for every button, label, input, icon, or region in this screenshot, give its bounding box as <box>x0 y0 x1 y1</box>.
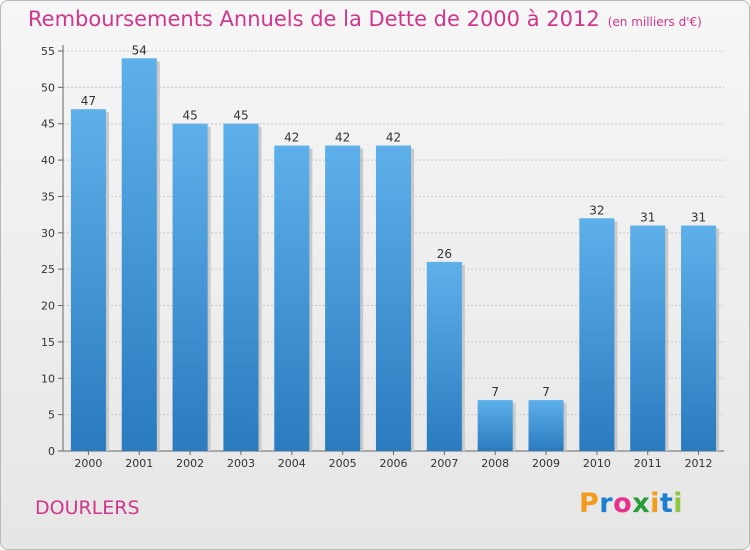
data-label: 42 <box>386 131 401 145</box>
bar <box>172 123 208 452</box>
x-tick-label: 2006 <box>380 457 408 470</box>
y-tick-label: 10 <box>41 372 55 385</box>
logo-letter: i <box>673 488 684 519</box>
y-tick-label: 15 <box>41 336 55 349</box>
x-tick-label: 2011 <box>634 457 662 470</box>
chart-unit: (en milliers d'€) <box>607 15 702 29</box>
commune-name: DOURLERS <box>35 497 140 519</box>
y-tick-label: 25 <box>41 263 55 276</box>
bar <box>121 58 157 451</box>
data-label: 54 <box>132 43 147 57</box>
data-label: 45 <box>182 109 197 123</box>
x-tick-label: 2004 <box>278 457 306 470</box>
x-tick-label: 2001 <box>125 457 153 470</box>
logo-letter: r <box>599 488 614 519</box>
bar <box>477 400 513 451</box>
bar <box>223 123 259 452</box>
logo-letter: o <box>613 488 633 519</box>
bar <box>681 225 717 451</box>
x-tick-label: 2008 <box>481 457 509 470</box>
x-tick-label: 2005 <box>329 457 357 470</box>
x-tick-label: 2002 <box>176 457 204 470</box>
x-tick-label: 2003 <box>227 457 255 470</box>
data-label: 42 <box>284 131 299 145</box>
y-tick-label: 45 <box>41 118 55 131</box>
data-label: 31 <box>640 211 655 225</box>
logo-letter: P <box>579 488 600 519</box>
chart-title: Remboursements Annuels de la Dette de 20… <box>28 7 702 31</box>
y-tick-label: 55 <box>41 45 55 58</box>
data-label: 26 <box>437 247 452 261</box>
data-label: 7 <box>542 385 550 399</box>
y-tick-label: 30 <box>41 227 55 240</box>
bar <box>325 145 361 451</box>
y-tick-label: 50 <box>41 81 55 94</box>
y-tick-label: 40 <box>41 154 55 167</box>
x-tick-label: 2007 <box>430 457 458 470</box>
logo-letter: t <box>659 488 674 519</box>
y-tick-label: 0 <box>48 445 55 458</box>
data-label: 7 <box>491 385 499 399</box>
bar <box>579 218 615 451</box>
y-tick-label: 20 <box>41 300 55 313</box>
x-tick-label: 2000 <box>74 457 102 470</box>
bar <box>70 109 106 451</box>
y-tick-label: 35 <box>41 190 55 203</box>
chart-title-text: Remboursements Annuels de la Dette de 20… <box>28 7 600 31</box>
data-label: 47 <box>81 94 96 108</box>
data-label: 45 <box>233 109 248 123</box>
logo-letter: x <box>632 488 651 519</box>
x-tick-label: 2009 <box>532 457 560 470</box>
data-label: 31 <box>691 211 706 225</box>
y-tick-label: 5 <box>48 409 55 422</box>
bar <box>426 261 462 451</box>
data-label: 32 <box>589 203 604 217</box>
logo-letter: i <box>650 488 660 519</box>
x-tick-label: 2012 <box>685 457 713 470</box>
bar <box>630 225 666 451</box>
proxiti-logo[interactable]: Proxiti <box>579 488 683 519</box>
bar <box>528 400 564 451</box>
x-tick-label: 2010 <box>583 457 611 470</box>
bar <box>274 145 310 451</box>
data-label: 42 <box>335 131 350 145</box>
bar <box>375 145 412 451</box>
